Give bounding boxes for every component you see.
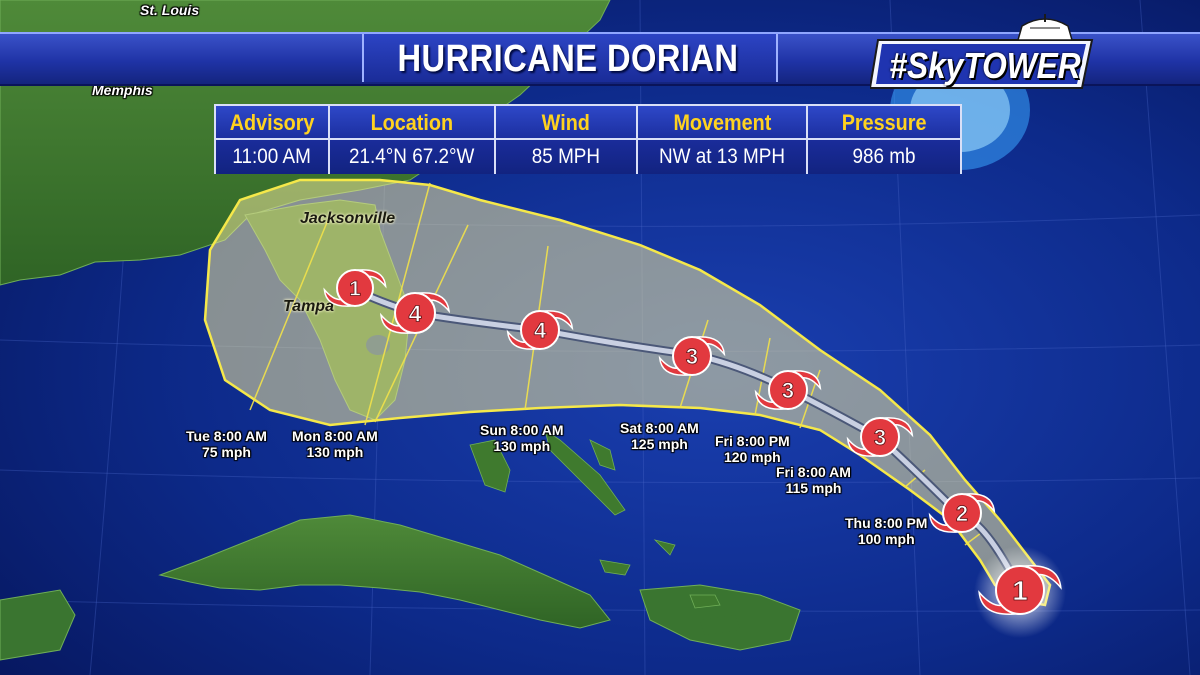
hurricane-symbol-icon: 4: [380, 292, 450, 334]
info-column-wind: Wind 85 MPH: [496, 106, 638, 174]
forecast-wind: 125 mph: [631, 436, 688, 452]
forecast-wind: 100 mph: [857, 531, 915, 547]
forecast-time: Mon 8:00 AM: [292, 428, 378, 444]
city-label-tampa: Tampa: [283, 298, 334, 315]
storm-category-label: 3: [782, 378, 794, 403]
info-value: NW at 13 MPH: [638, 140, 806, 174]
forecast-label-tue-8am: Tue 8:00 AM 75 mph: [186, 428, 267, 460]
info-value: 21.4°N 67.2°W: [330, 140, 494, 174]
advisory-info-table: Advisory 11:00 AM Location 21.4°N 67.2°W…: [214, 104, 962, 174]
storm-category-label: 1: [349, 278, 361, 301]
storm-title: HURRICANE DORIAN: [397, 38, 739, 80]
info-column-location: Location 21.4°N 67.2°W: [330, 106, 496, 174]
info-column-movement: Movement NW at 13 MPH: [638, 106, 808, 174]
forecast-label-sun-8am: Sun 8:00 AM 130 mph: [480, 422, 564, 454]
forecast-label-thu-8pm: Thu 8:00 PM 100 mph: [845, 515, 927, 547]
storm-category-label: 2: [956, 501, 968, 526]
storm-category-label: 4: [534, 318, 547, 343]
title-box: [362, 34, 778, 82]
forecast-label-fri-8pm: Fri 8:00 PM 120 mph: [715, 433, 790, 465]
info-column-pressure: Pressure 986 mb: [808, 106, 960, 174]
forecast-time: Thu 8:00 PM: [845, 515, 928, 531]
info-value: 85 MPH: [496, 140, 636, 174]
info-header: Location: [330, 106, 494, 140]
forecast-wind: 130 mph: [493, 438, 551, 454]
skytower-icon: [870, 14, 1094, 89]
info-value: 986 mb: [808, 140, 960, 174]
info-column-advisory: Advisory 11:00 AM: [216, 106, 330, 174]
hurricane-symbol-icon: 3: [658, 336, 726, 376]
info-header: Wind: [496, 106, 636, 140]
hurricane-symbol-icon: 4: [506, 310, 574, 350]
hurricane-symbol-icon: 2: [928, 493, 996, 533]
storm-category-label: 1: [1012, 575, 1028, 606]
forecast-time: Sat 8:00 AM: [620, 420, 699, 436]
forecast-wind: 120 mph: [723, 449, 781, 465]
forecast-time: Sun 8:00 AM: [480, 422, 564, 438]
info-value: 11:00 AM: [216, 140, 328, 174]
storm-category-label: 4: [409, 300, 422, 326]
city-label-st-louis: St. Louis: [140, 2, 200, 18]
forecast-label-sat-8am: Sat 8:00 AM 125 mph: [620, 420, 699, 452]
storm-category-label: 3: [686, 344, 698, 369]
skytower-logo-text: #SkyTOWER: [889, 45, 1081, 86]
forecast-wind: 130 mph: [306, 444, 364, 460]
city-label-memphis: Memphis: [92, 82, 153, 98]
city-label-jacksonville: Jacksonville: [300, 210, 396, 227]
forecast-time: Fri 8:00 PM: [715, 433, 790, 449]
info-header: Pressure: [808, 106, 960, 140]
forecast-label-fri-8am: Fri 8:00 AM 115 mph: [776, 464, 851, 496]
forecast-time: Fri 8:00 AM: [776, 464, 851, 480]
forecast-label-mon-8am: Mon 8:00 AM 130 mph: [292, 428, 378, 460]
hurricane-symbol-icon: 3: [754, 370, 822, 410]
storm-category-label: 3: [874, 425, 886, 450]
info-header: Advisory: [216, 106, 328, 140]
hurricane-symbol-icon: 3: [846, 417, 914, 457]
forecast-wind: 75 mph: [201, 444, 251, 460]
info-header: Movement: [638, 106, 806, 140]
forecast-time: Tue 8:00 AM: [186, 428, 267, 444]
forecast-wind: 115 mph: [785, 480, 842, 496]
hurricane-symbol-icon: 1: [978, 565, 1062, 615]
hurricane-symbol-icon: 1: [323, 269, 387, 307]
